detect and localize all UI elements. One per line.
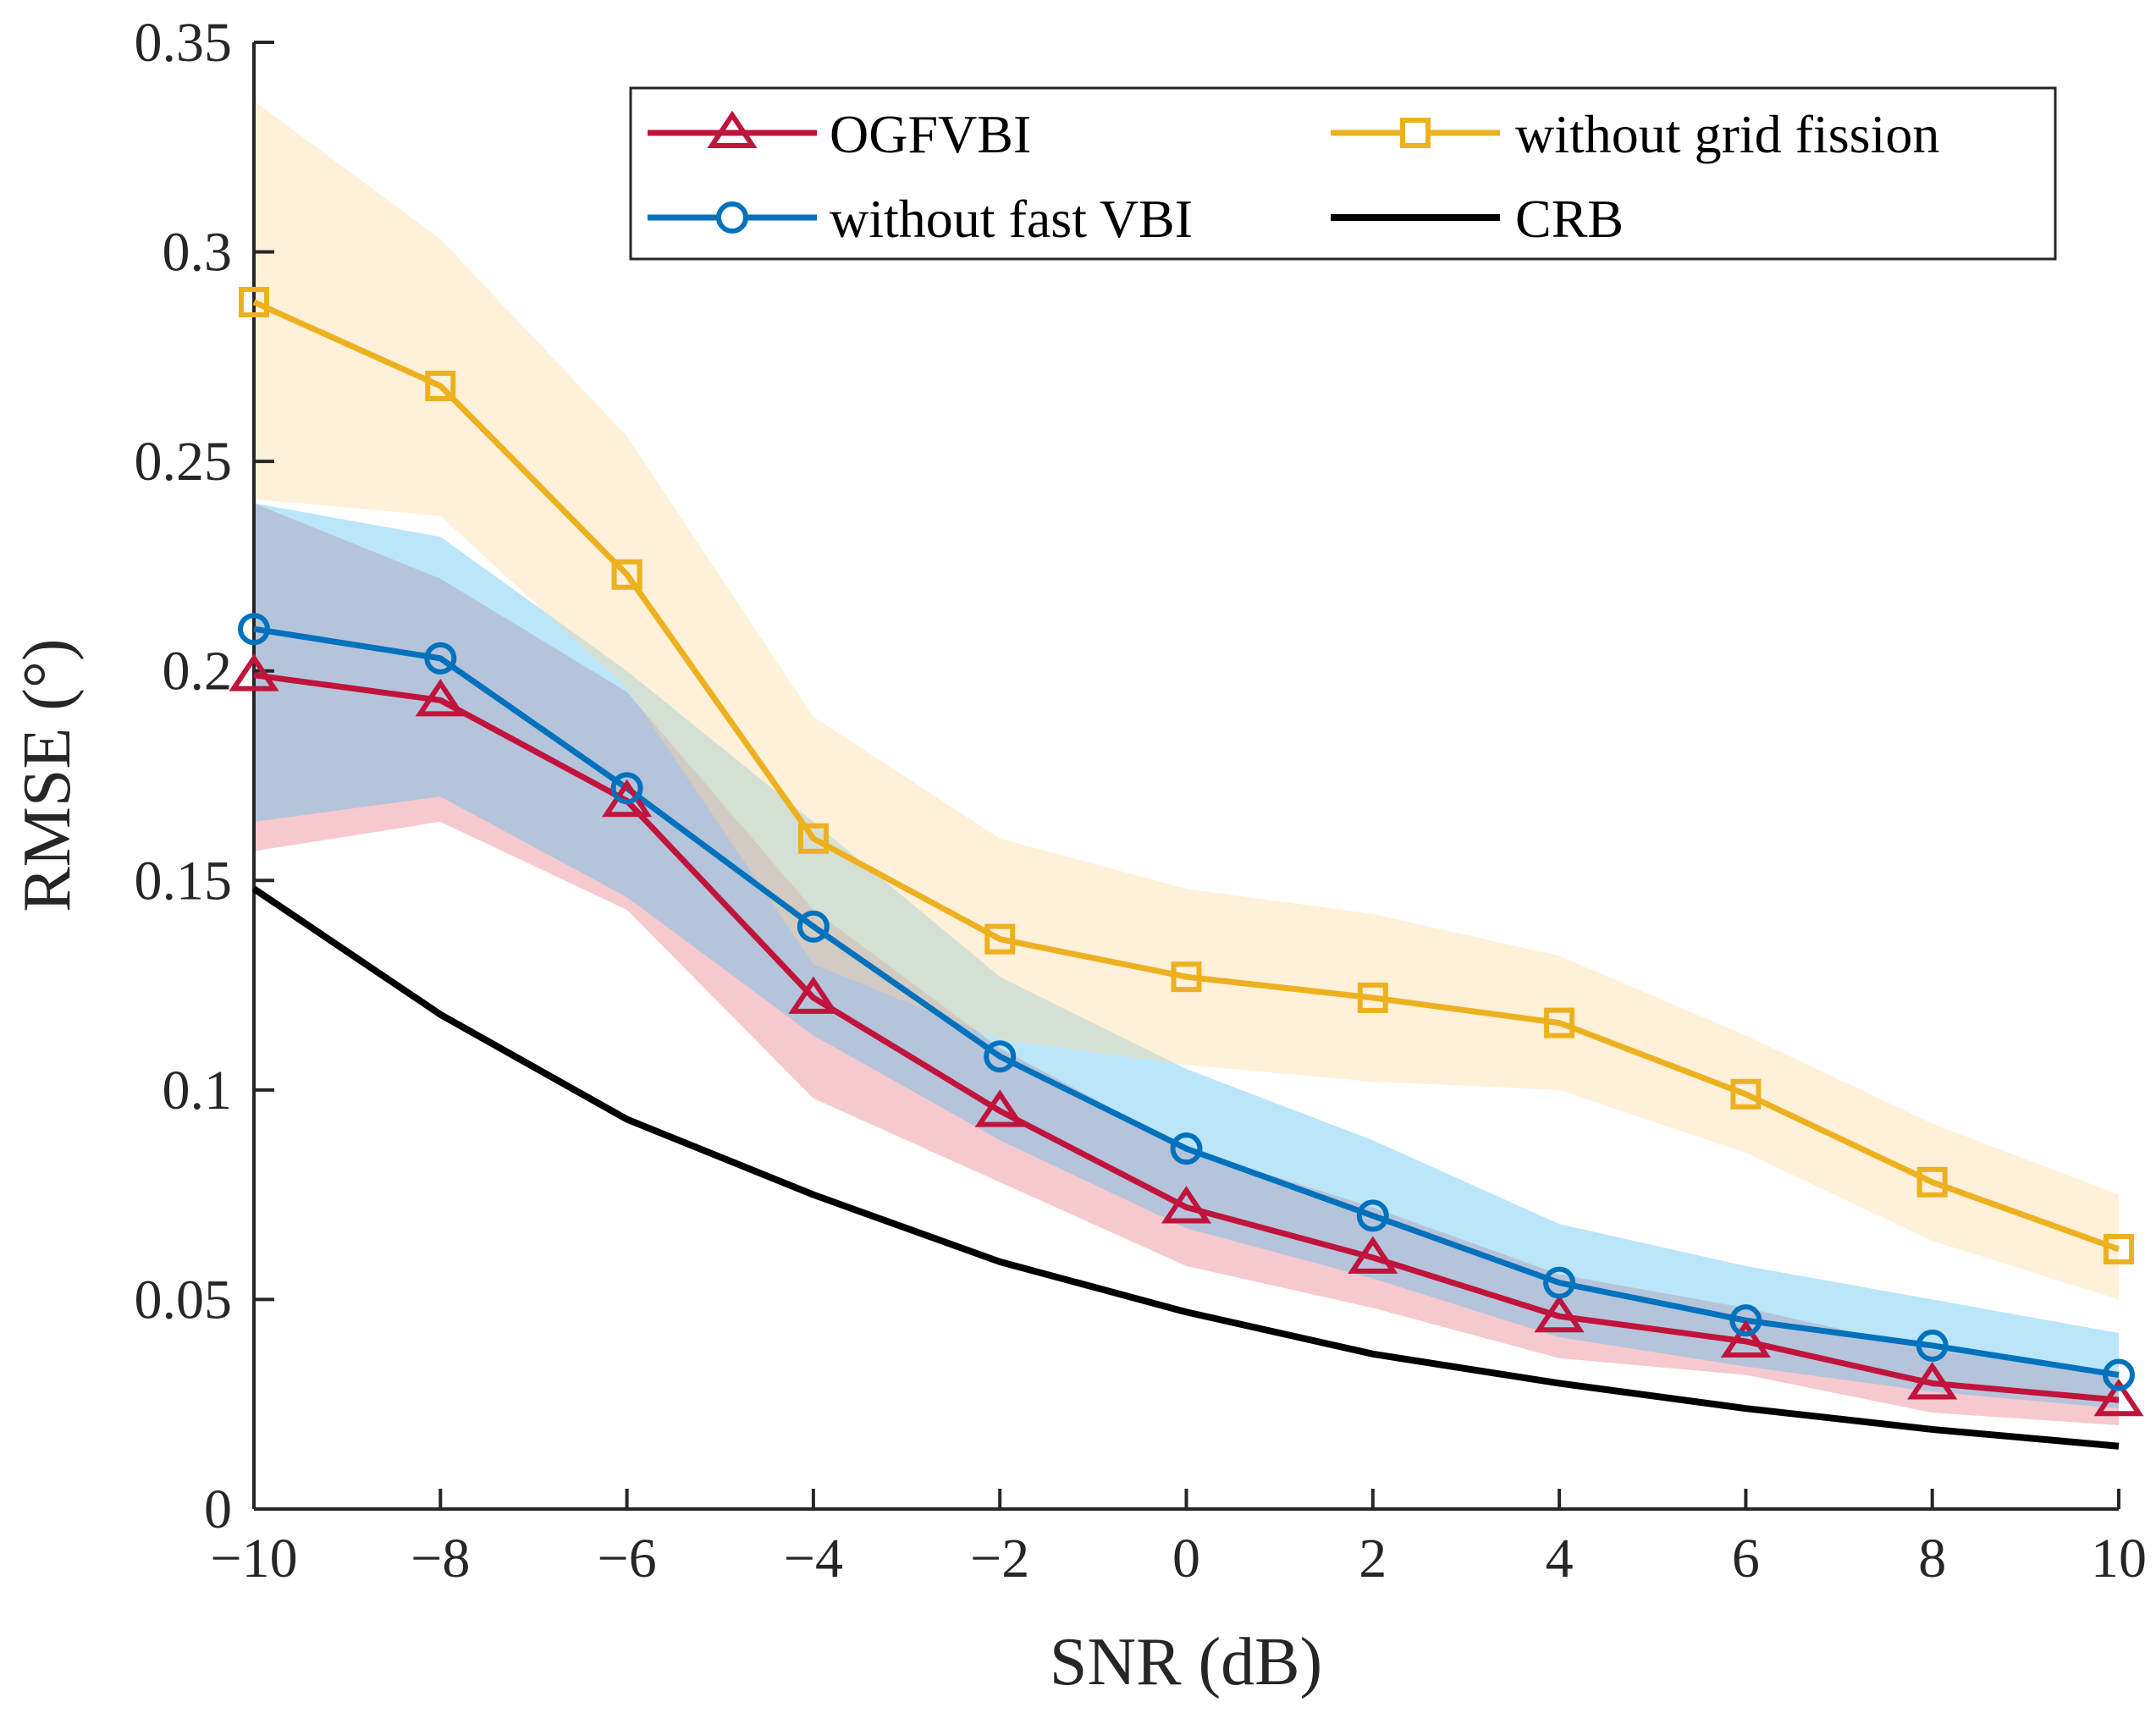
x-tick-label: 4 (1546, 1528, 1574, 1589)
y-tick-label: 0.05 (135, 1269, 233, 1330)
point-without-grid-fission (1544, 1007, 1575, 1038)
legend-marker-square-icon (1400, 118, 1431, 148)
x-tick-label: −6 (597, 1528, 656, 1589)
point-ogfvbi (1534, 1294, 1585, 1333)
series-markers (229, 286, 2144, 1417)
point-without-fast-vbi (610, 772, 643, 805)
legend-marker-triangle-icon (707, 110, 758, 148)
legend-entry-ogfvbi: OGFVBI (648, 104, 1031, 164)
band-ogfvbi (254, 503, 2119, 1425)
point-ogfvbi (1720, 1319, 1772, 1358)
legend: OGFVBI without fast VBI without grid fis… (629, 86, 2057, 261)
point-without-grid-fission (239, 286, 269, 317)
line-without-fast-vbi (253, 625, 2120, 1379)
point-without-grid-fission (425, 371, 456, 402)
x-tick-label: −8 (411, 1528, 470, 1589)
point-without-fast-vbi (238, 613, 270, 646)
point-without-fast-vbi (1916, 1329, 1949, 1362)
point-without-grid-fission (1916, 1166, 1948, 1198)
legend-label-without-grid-fission: without grid fission (1515, 104, 1939, 164)
x-tick-label: −10 (210, 1528, 297, 1589)
point-without-grid-fission (1357, 982, 1388, 1013)
x-axis-title: SNR (dB) (1050, 1625, 1322, 1699)
x-tick-label: 8 (1918, 1528, 1946, 1589)
band-without-grid-fission (254, 101, 2119, 1300)
x-tick-label: 2 (1359, 1528, 1387, 1589)
point-without-fast-vbi (1729, 1304, 1762, 1337)
point-without-fast-vbi (424, 642, 457, 675)
x-tick-label: −4 (784, 1528, 843, 1589)
band-without-fast-vbi (254, 503, 2119, 1409)
legend-entry-without-grid-fission: without grid fission (1331, 104, 1939, 164)
y-axis-title: RMSE (°) (10, 638, 85, 912)
point-ogfvbi (974, 1089, 1025, 1127)
line-without-grid-fission (252, 299, 2120, 1253)
legend-label-without-fast-vbi: without fast VBI (830, 189, 1193, 249)
x-tick-label: 0 (1172, 1528, 1200, 1589)
point-ogfvbi (1161, 1186, 1212, 1224)
point-without-grid-fission (2104, 1234, 2134, 1265)
point-without-fast-vbi (1356, 1199, 1389, 1232)
point-without-grid-fission (1730, 1078, 1762, 1110)
y-tick-label: 0 (204, 1479, 232, 1540)
point-without-fast-vbi (984, 1040, 1017, 1073)
point-ogfvbi (2093, 1378, 2144, 1417)
point-without-fast-vbi (2103, 1358, 2135, 1391)
y-tick-label: 0.2 (163, 641, 233, 702)
legend-label-ogfvbi: OGFVBI (830, 104, 1031, 164)
series-lines (251, 299, 2120, 1450)
point-without-grid-fission (984, 923, 1016, 955)
x-tick-label: −2 (970, 1528, 1029, 1589)
confidence-bands (254, 101, 2119, 1425)
x-tick-label: 10 (2091, 1528, 2147, 1589)
legend-box (629, 86, 2057, 261)
legend-entry-without-fast-vbi: without fast VBI (648, 189, 1193, 249)
line-ogfvbi (253, 672, 2120, 1403)
point-without-grid-fission (611, 559, 642, 590)
point-without-grid-fission (1171, 961, 1202, 993)
legend-label-crb: CRB (1515, 189, 1624, 249)
point-without-grid-fission (797, 823, 829, 854)
y-tick-label: 0.25 (135, 431, 233, 493)
point-without-fast-vbi (797, 910, 830, 943)
point-without-fast-vbi (1170, 1132, 1203, 1165)
point-without-fast-vbi (1543, 1266, 1576, 1299)
point-ogfvbi (1348, 1236, 1398, 1274)
y-tick-label: 0.15 (135, 850, 233, 912)
y-tick-label: 0.1 (163, 1060, 233, 1121)
legend-entry-crb: CRB (1331, 189, 1624, 249)
legend-marker-circle-icon (716, 201, 748, 234)
y-tick-label: 0.35 (135, 12, 233, 74)
point-ogfvbi (229, 653, 279, 691)
point-ogfvbi (415, 678, 466, 717)
ticks: −10 −8 −6 −4 −2 0 2 4 6 8 10 0 0.05 0.1 0.15 0.2 0.25 0.3… (135, 12, 2148, 1589)
point-ogfvbi (788, 976, 839, 1014)
point-ogfvbi (1907, 1362, 1958, 1400)
y-tick-label: 0.3 (163, 222, 233, 284)
x-tick-label: 6 (1732, 1528, 1760, 1589)
line-crb (251, 885, 2120, 1450)
